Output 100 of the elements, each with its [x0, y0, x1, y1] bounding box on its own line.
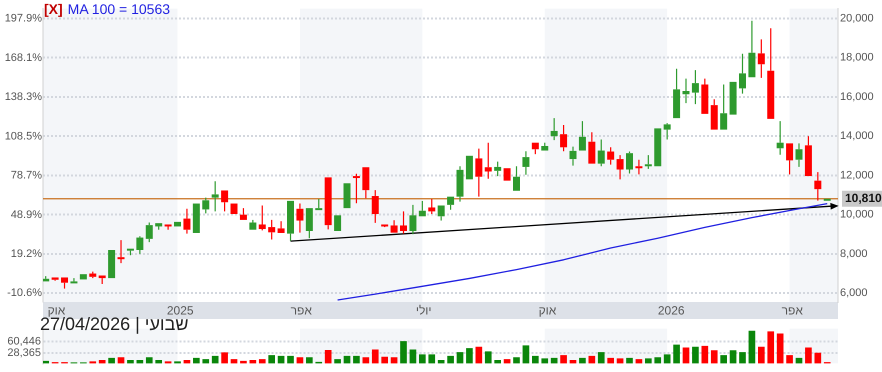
candlestick [710, 98, 718, 130]
candlestick [795, 142, 802, 168]
bar [588, 356, 596, 364]
candlestick [504, 168, 511, 181]
bar [118, 357, 124, 364]
bar [410, 350, 416, 364]
candlestick [730, 82, 737, 115]
candlestick [409, 204, 416, 235]
y-tick-label: 6,000 [840, 287, 868, 300]
candlestick [80, 274, 87, 280]
bar [796, 358, 802, 364]
candlestick [315, 198, 322, 210]
candlestick [570, 146, 576, 166]
bar [268, 355, 276, 364]
bar [476, 346, 482, 364]
bar [372, 350, 379, 364]
bar [306, 357, 313, 364]
y-tick-label: 18,000 [840, 52, 874, 64]
bar [202, 359, 210, 364]
candlestick [212, 180, 219, 212]
candlestick [550, 118, 558, 141]
candlestick [155, 223, 162, 230]
bar [230, 359, 238, 364]
candlestick [776, 120, 784, 156]
candlestick [334, 215, 342, 232]
bar [296, 357, 304, 364]
candlestick [494, 161, 502, 177]
candlestick [804, 136, 812, 176]
bar [344, 356, 350, 364]
bar [447, 356, 454, 364]
bar [522, 345, 530, 364]
y-tick-label: 28,365 [7, 347, 41, 360]
bar [362, 357, 370, 364]
x-tick-label: 2026 [658, 304, 685, 318]
candlestick [484, 142, 492, 180]
bar [814, 352, 822, 364]
candlestick [221, 190, 228, 212]
y2-tick-label: 138.3% [4, 91, 42, 104]
candlestick [98, 276, 106, 285]
candlestick [692, 69, 699, 105]
candlestick [541, 142, 548, 151]
candlestick [362, 167, 370, 199]
bar [334, 359, 341, 364]
candlestick [758, 38, 765, 79]
bar [212, 356, 219, 364]
x-tick-label: אוק [538, 304, 557, 318]
bar [324, 350, 332, 364]
bar [692, 346, 699, 364]
candlestick [588, 132, 596, 164]
candlestick [664, 122, 671, 140]
x-tick-label: 2025 [166, 304, 194, 318]
candlestick [522, 150, 530, 176]
y-tick-label: 8,000 [840, 248, 868, 260]
candlestick [268, 219, 276, 240]
bar [758, 346, 765, 364]
bar [748, 330, 756, 364]
y2-tick-label: 197.9% [4, 12, 42, 25]
candlestick [118, 240, 125, 264]
candlestick [146, 222, 153, 243]
bar [278, 356, 284, 364]
candlestick [654, 128, 662, 166]
candlestick [183, 208, 190, 234]
candlestick [258, 204, 266, 231]
candlestick [344, 183, 351, 208]
bar [776, 333, 784, 364]
candlestick [352, 173, 360, 204]
candlestick [475, 148, 482, 198]
y-tick-label: 14,000 [840, 130, 874, 142]
y2-tick-label: 108.5% [4, 130, 42, 142]
candlestick [682, 78, 690, 104]
candlestick [786, 143, 794, 176]
candlestick [202, 197, 210, 214]
candlestick [738, 53, 746, 94]
candlestick [89, 270, 96, 279]
bar [702, 346, 708, 364]
bar [720, 355, 727, 364]
bar [570, 360, 576, 364]
candlestick [513, 166, 520, 191]
bar [560, 355, 567, 364]
y-tick-label: 20,000 [840, 12, 874, 24]
bar [390, 357, 398, 364]
candlestick [438, 206, 445, 222]
bar [626, 358, 633, 364]
y2-tick-label: 19.2% [10, 248, 42, 260]
text: MA 100 = 10563 [68, 1, 170, 17]
bar [673, 344, 680, 364]
bar [287, 356, 294, 364]
candlestick [466, 156, 473, 180]
candlestick [418, 200, 426, 216]
y-tick-label: 12,000 [840, 169, 874, 182]
candlestick [108, 250, 116, 278]
bar [598, 352, 605, 364]
candlestick [720, 84, 728, 130]
bar [786, 355, 793, 364]
candlestick [372, 190, 379, 224]
x-tick-label: אוק [48, 304, 66, 318]
candlestick [43, 276, 50, 282]
candlestick [532, 142, 539, 155]
y2-tick-label: 78.7% [10, 170, 42, 182]
candlestick [296, 202, 304, 234]
